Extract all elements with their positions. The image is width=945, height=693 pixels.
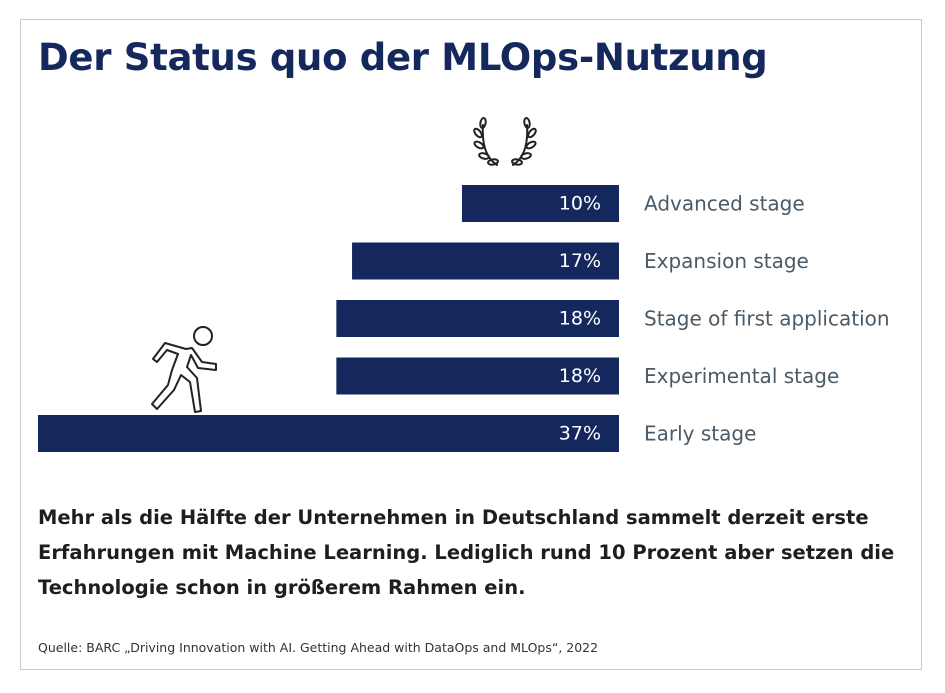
value-label-experimental-stage: 18%	[559, 365, 601, 387]
category-label-early-stage: Early stage	[644, 422, 756, 446]
bar-experimental-stage	[336, 357, 619, 395]
laurel-wreath-icon	[473, 117, 537, 166]
running-person-icon	[151, 326, 217, 413]
value-label-stage-of-first-application: 18%	[559, 308, 601, 330]
bar-stage-of-first-application	[336, 300, 619, 337]
bar-early-stage	[38, 415, 619, 452]
category-label-expansion-stage: Expansion stage	[644, 249, 809, 273]
value-label-expansion-stage: 17%	[559, 250, 601, 272]
bar-expansion-stage	[352, 242, 619, 280]
summary-text: Mehr als die Hälfte der Unternehmen in D…	[38, 506, 895, 599]
bar-advanced-stage	[461, 185, 619, 222]
page-title: Der Status quo der MLOps-Nutzung	[38, 36, 768, 79]
value-label-early-stage: 37%	[559, 423, 601, 445]
category-label-stage-of-first-application: Stage of first application	[644, 307, 890, 331]
card-frame	[20, 19, 922, 670]
category-label-experimental-stage: Experimental stage	[644, 364, 839, 388]
bar-chart: 10% Advanced stage 17% Expansion stage 18% St…	[38, 117, 890, 452]
source-note: Quelle: BARC „Driving Innovation with AI…	[38, 640, 599, 655]
category-label-advanced-stage: Advanced stage	[644, 192, 805, 216]
value-label-advanced-stage: 10%	[559, 193, 601, 215]
